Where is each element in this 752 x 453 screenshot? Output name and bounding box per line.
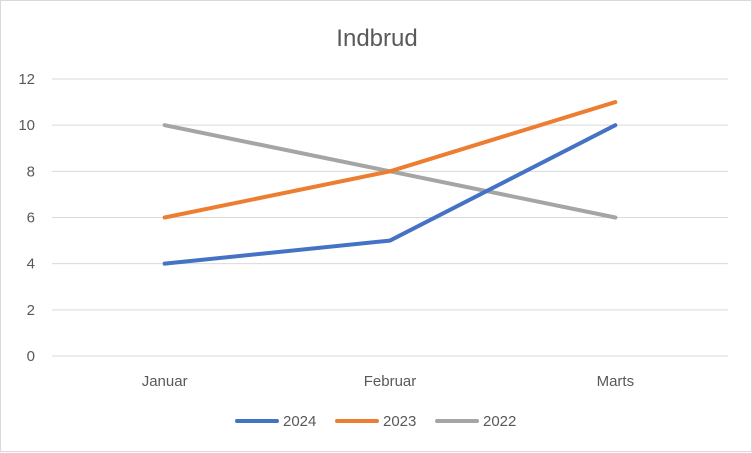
- y-tick-label: 4: [27, 256, 35, 273]
- y-tick-label: 2: [27, 302, 35, 319]
- legend-label: 2024: [283, 413, 316, 430]
- x-tick-label: Marts: [597, 373, 635, 390]
- y-tick-label: 10: [18, 117, 35, 134]
- x-tick-label: Januar: [142, 373, 188, 390]
- legend-item-2023: 2023: [335, 413, 416, 430]
- chart-title: Indbrud: [336, 25, 417, 52]
- y-tick-label: 8: [27, 163, 35, 180]
- series-lines: [162, 100, 618, 266]
- legend-item-2024: 2024: [235, 413, 316, 430]
- x-tick-label: Februar: [364, 373, 417, 390]
- legend-label: 2022: [483, 413, 516, 430]
- y-tick-label: 6: [27, 210, 35, 227]
- legend-item-2022: 2022: [435, 413, 516, 430]
- legend: 2024 2023 2022: [235, 413, 516, 430]
- series-line-2024: [162, 123, 618, 266]
- series-line-2023: [162, 100, 618, 220]
- y-tick-label: 12: [18, 71, 35, 88]
- x-axis-ticks: Januar Februar Marts: [142, 373, 634, 390]
- legend-label: 2023: [383, 413, 416, 430]
- y-tick-label: 0: [27, 348, 35, 365]
- y-axis-ticks: 0 2 4 6 8 10 12: [18, 71, 35, 365]
- grid-lines: [52, 78, 728, 357]
